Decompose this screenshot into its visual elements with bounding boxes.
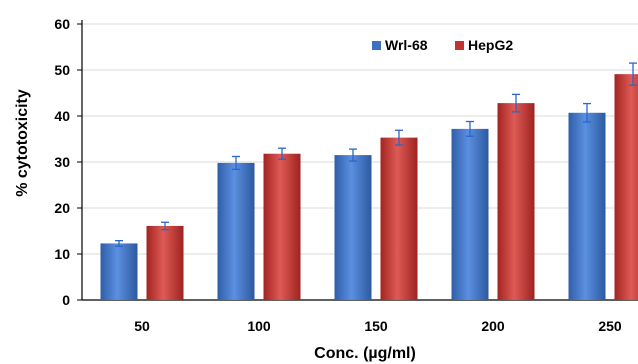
x-tick-label: 200 (481, 318, 505, 334)
y-tick-label: 10 (54, 246, 70, 262)
legend-label-hepg2: HepG2 (468, 37, 513, 53)
bar-hepg2-200 (497, 103, 535, 301)
bar-wrl-68-50 (100, 243, 138, 300)
y-tick-label: 50 (54, 62, 70, 78)
x-axis-title: Conc. (µg/ml) (314, 345, 416, 362)
bar-hepg2-100 (263, 153, 301, 300)
bar-wrl-68-200 (451, 128, 489, 300)
y-tick-label: 30 (54, 154, 70, 170)
bars (100, 62, 638, 301)
x-tick-label: 100 (247, 318, 271, 334)
bar-wrl-68-250 (568, 112, 606, 300)
x-tick-label: 150 (364, 318, 388, 334)
x-tick-label: 50 (134, 318, 150, 334)
bar-hepg2-250 (614, 74, 638, 300)
bar-hepg2-50 (146, 225, 184, 300)
bar-hepg2-150 (380, 137, 418, 300)
legend-swatch-hepg2 (455, 41, 464, 50)
y-axis-title: % cytotoxicity (14, 89, 31, 197)
y-tick-label: 20 (54, 200, 70, 216)
y-tick-label: 0 (62, 292, 70, 308)
y-tick-label: 40 (54, 108, 70, 124)
bar-wrl-68-100 (217, 162, 255, 300)
x-tick-label: 250 (598, 318, 622, 334)
legend: Wrl-68 HepG2 (372, 37, 513, 53)
y-tick-label: 60 (54, 16, 70, 32)
legend-label-wrl-68: Wrl-68 (385, 37, 428, 53)
legend-swatch-wrl-68 (372, 41, 381, 50)
bar-wrl-68-150 (334, 155, 372, 300)
